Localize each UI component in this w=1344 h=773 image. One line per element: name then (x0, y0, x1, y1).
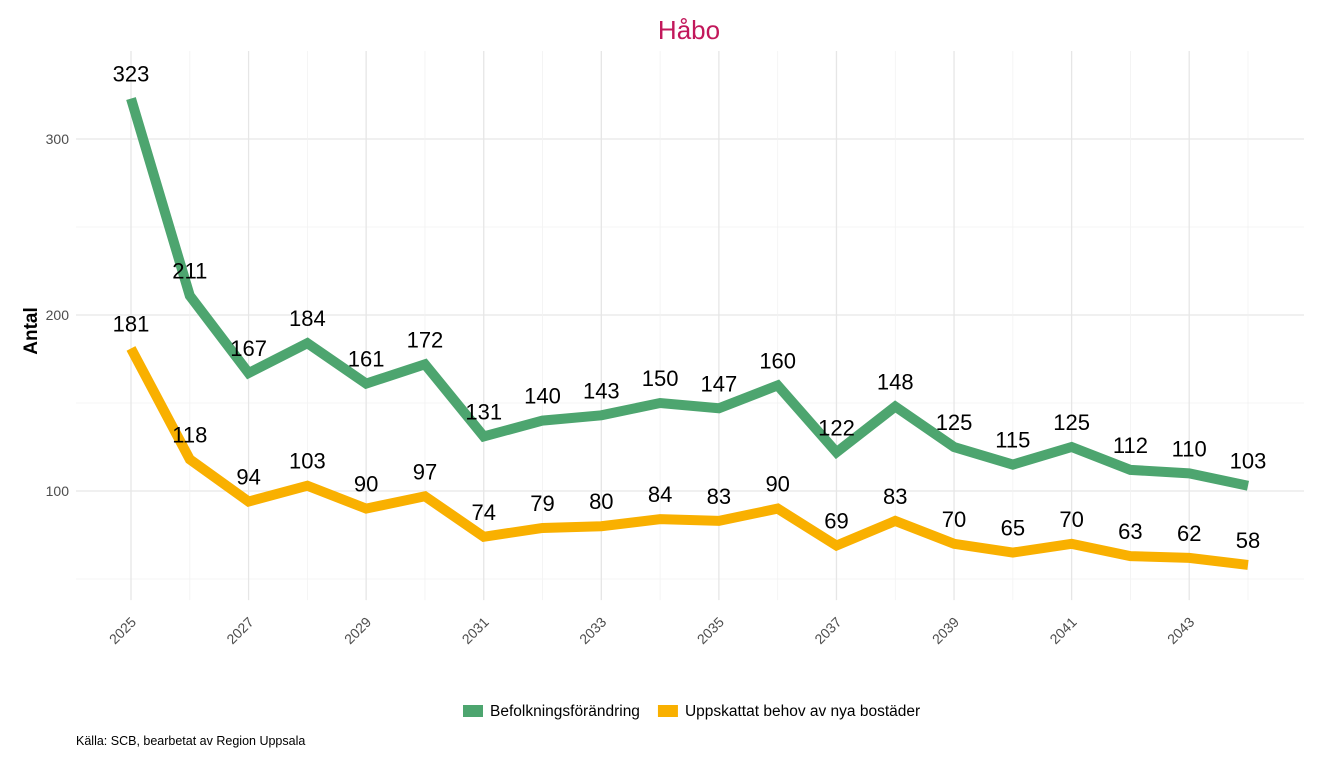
data-label: 150 (642, 366, 679, 391)
x-axis-ticks: 2025 2027 2029 2031 2033 2035 2037 2039 2041 2043 (106, 614, 1198, 647)
data-label: 110 (1172, 436, 1207, 461)
data-label: 160 (759, 348, 796, 373)
data-label: 211 (172, 259, 207, 284)
x-tick-label: 2037 (811, 614, 844, 647)
data-label: 172 (407, 327, 444, 352)
x-tick-label: 2039 (929, 614, 962, 647)
data-label: 323 (113, 62, 150, 87)
x-tick-label: 2033 (576, 614, 609, 647)
caption: Källa: SCB, bearbetat av Region Uppsala (76, 734, 305, 748)
data-label: 94 (236, 465, 260, 490)
data-label: 161 (348, 347, 385, 372)
data-label: 167 (230, 336, 267, 361)
data-label: 184 (289, 306, 326, 331)
x-tick-label: 2029 (341, 614, 374, 647)
data-label: 90 (354, 472, 378, 497)
data-label: 97 (413, 459, 437, 484)
data-label: 83 (707, 484, 731, 509)
x-tick-label: 2035 (694, 614, 727, 647)
y-axis-ticks: 100 200 300 (46, 131, 70, 499)
data-label: 143 (583, 378, 620, 403)
x-tick-label: 2027 (223, 614, 256, 647)
legend: Befolkningsförändring Uppskattat behov av… (463, 703, 920, 720)
data-label: 70 (1059, 507, 1083, 532)
data-label: 58 (1236, 528, 1260, 553)
y-tick-label: 200 (46, 307, 70, 323)
data-label: 74 (471, 500, 495, 525)
data-label: 118 (172, 422, 207, 447)
legend-label: Befolkningsförändring (490, 703, 640, 720)
data-label: 70 (942, 507, 966, 532)
data-label: 69 (824, 509, 848, 534)
data-label: 84 (648, 482, 672, 507)
y-axis-label: Antal (21, 307, 42, 355)
data-label: 80 (589, 489, 613, 514)
data-label: 83 (883, 484, 907, 509)
y-tick-label: 100 (46, 483, 70, 499)
legend-swatch (463, 705, 483, 717)
legend-label: Uppskattat behov av nya bostäder (685, 703, 920, 720)
data-label: 115 (995, 428, 1030, 453)
data-label: 181 (113, 311, 150, 336)
data-label: 63 (1118, 519, 1142, 544)
data-labels: 323 211 167 184 161 172 131 140 143 150 147 160 122 1… (113, 62, 1267, 553)
x-tick-label: 2043 (1164, 614, 1197, 647)
data-label: 79 (530, 491, 554, 516)
data-label: 125 (936, 410, 973, 435)
data-label: 62 (1177, 521, 1201, 546)
x-tick-label: 2025 (106, 614, 139, 647)
data-label: 65 (1001, 516, 1025, 541)
data-label: 122 (818, 415, 855, 440)
x-tick-label: 2041 (1046, 614, 1079, 647)
data-label: 90 (765, 472, 789, 497)
data-label: 103 (289, 449, 326, 474)
y-tick-label: 300 (46, 131, 70, 147)
data-label: 140 (524, 384, 561, 409)
series-lines (131, 98, 1248, 565)
data-label: 125 (1053, 410, 1090, 435)
data-label: 103 (1230, 449, 1267, 474)
data-label: 148 (877, 370, 914, 395)
chart-title: Håbo (658, 15, 720, 45)
x-tick-label: 2031 (459, 614, 492, 647)
data-label: 131 (465, 399, 502, 424)
data-label: 112 (1113, 433, 1148, 458)
legend-swatch (658, 705, 678, 717)
data-label: 147 (701, 371, 738, 396)
